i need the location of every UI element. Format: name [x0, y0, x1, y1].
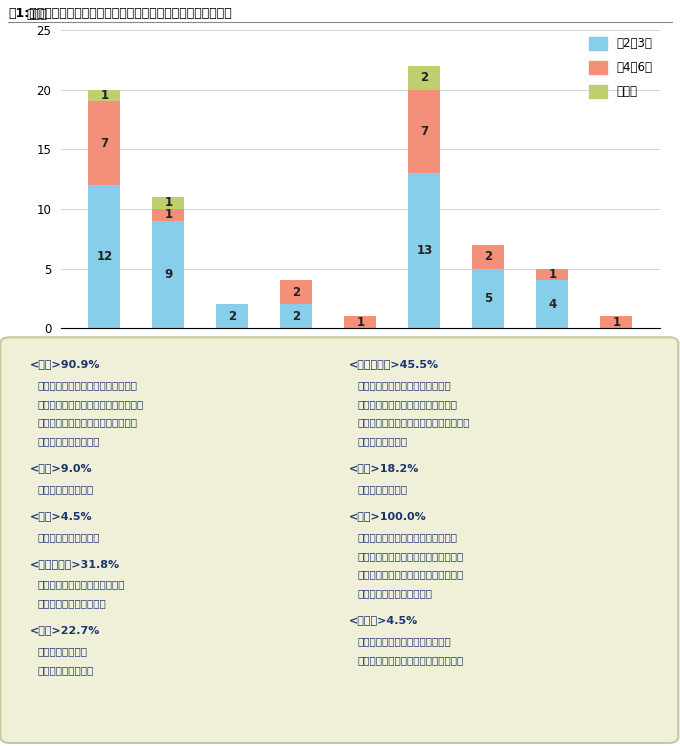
- Text: 図1:教科学習で気になったこと、困難であったこと（複数回答）: 図1:教科学習で気になったこと、困難であったこと（複数回答）: [8, 7, 232, 20]
- Text: 4: 4: [548, 298, 556, 311]
- Text: ・洋裁で、細部にこだわり非常に遅い: ・洋裁で、細部にこだわり非常に遅い: [357, 655, 463, 665]
- Text: ・計算が遅い　・コンパスの扱いが苦手: ・計算が遅い ・コンパスの扱いが苦手: [357, 418, 470, 427]
- Text: <英語>4.5%: <英語>4.5%: [30, 511, 92, 521]
- Text: ・マット運動　・運動全般: ・マット運動 ・運動全般: [357, 589, 432, 598]
- Bar: [152, 197, 184, 209]
- Text: ・音読が苦手　・漢字が覚えられない: ・音読が苦手 ・漢字が覚えられない: [38, 398, 144, 409]
- Text: 1: 1: [548, 268, 556, 281]
- Text: ・興味がもちにくい: ・興味がもちにくい: [38, 484, 94, 494]
- Legend: 小2・3年, 小4〜6年, 中学生: 小2・3年, 小4〜6年, 中学生: [585, 32, 658, 103]
- Text: ・並ぶことや砂、体操服の感触が嫌: ・並ぶことや砂、体操服の感触が嫌: [357, 532, 457, 542]
- Text: 2: 2: [420, 71, 428, 84]
- Text: ・ダンス　・飛び箱　・鉄棒　・水泳: ・ダンス ・飛び箱 ・鉄棒 ・水泳: [357, 570, 463, 580]
- Text: 9: 9: [165, 268, 173, 281]
- Bar: [280, 280, 312, 304]
- Text: 2: 2: [292, 310, 301, 323]
- Text: 12: 12: [97, 250, 112, 263]
- Text: <国語>90.9%: <国語>90.9%: [30, 359, 101, 369]
- Bar: [88, 101, 120, 185]
- Text: ・字が乱雑　　・送り仮名が不確か: ・字が乱雑 ・送り仮名が不確か: [38, 380, 138, 390]
- FancyBboxPatch shape: [0, 337, 679, 743]
- Text: 13: 13: [416, 244, 432, 257]
- Text: <理科>9.0%: <理科>9.0%: [30, 463, 92, 473]
- Bar: [600, 316, 632, 328]
- Text: <図工・美術>31.8%: <図工・美術>31.8%: [30, 559, 120, 568]
- Text: ・文章問題が苦手: ・文章問題が苦手: [357, 436, 407, 447]
- Text: 7: 7: [420, 125, 428, 138]
- Text: <社会>18.2%: <社会>18.2%: [350, 463, 420, 473]
- Text: <算数・数学>45.5%: <算数・数学>45.5%: [350, 359, 439, 369]
- Text: ・新聞作りが苦手: ・新聞作りが苦手: [357, 484, 407, 494]
- Text: 5: 5: [484, 292, 492, 305]
- Text: 2: 2: [292, 286, 301, 299]
- Text: ・文法が納得できない: ・文法が納得できない: [38, 532, 101, 542]
- Bar: [152, 209, 184, 221]
- Y-axis label: （名）: （名）: [27, 8, 48, 21]
- Bar: [409, 66, 441, 90]
- Bar: [216, 304, 248, 328]
- Bar: [473, 245, 505, 269]
- Text: 7: 7: [101, 137, 109, 150]
- Text: 1: 1: [101, 89, 109, 102]
- Text: 2: 2: [228, 310, 237, 323]
- Bar: [409, 173, 441, 328]
- Bar: [152, 221, 184, 328]
- Bar: [88, 185, 120, 328]
- Text: ・ボールを扱うこと　・縄跳び、大縄: ・ボールを扱うこと ・縄跳び、大縄: [357, 551, 463, 561]
- Bar: [409, 90, 441, 173]
- Text: ・筆算が苦手　・百マス計算が苦手: ・筆算が苦手 ・百マス計算が苦手: [357, 398, 457, 409]
- Bar: [280, 304, 312, 328]
- Bar: [344, 316, 377, 328]
- Text: <音楽>22.7%: <音楽>22.7%: [30, 625, 101, 635]
- Text: ・文章の意味を読み取ることが苦手: ・文章の意味を読み取ることが苦手: [38, 418, 138, 427]
- Text: 1: 1: [356, 316, 364, 329]
- Text: 2: 2: [484, 250, 492, 263]
- Text: ・見本がないと作れない: ・見本がないと作れない: [38, 598, 107, 609]
- Text: 1: 1: [612, 316, 620, 329]
- Text: <家庭科>4.5%: <家庭科>4.5%: [350, 615, 418, 625]
- Bar: [88, 90, 120, 101]
- Text: ・作文、感想文が苦手: ・作文、感想文が苦手: [38, 436, 101, 447]
- Text: <体育>100.0%: <体育>100.0%: [350, 511, 427, 521]
- Bar: [473, 269, 505, 328]
- Bar: [537, 280, 568, 328]
- Text: 1: 1: [165, 196, 173, 210]
- Text: ・繰り上がり、繰り下がりで混乱: ・繰り上がり、繰り下がりで混乱: [357, 380, 451, 390]
- Text: ・人前で歌えない: ・人前で歌えない: [38, 646, 88, 656]
- Text: ・料理で「適宜」は納得できない: ・料理で「適宜」は納得できない: [357, 636, 451, 646]
- Text: 1: 1: [165, 208, 173, 222]
- Bar: [537, 269, 568, 280]
- Text: ・テーマを自分で決められない: ・テーマを自分で決められない: [38, 580, 125, 589]
- Text: ・リコーダーが苦手: ・リコーダーが苦手: [38, 665, 94, 675]
